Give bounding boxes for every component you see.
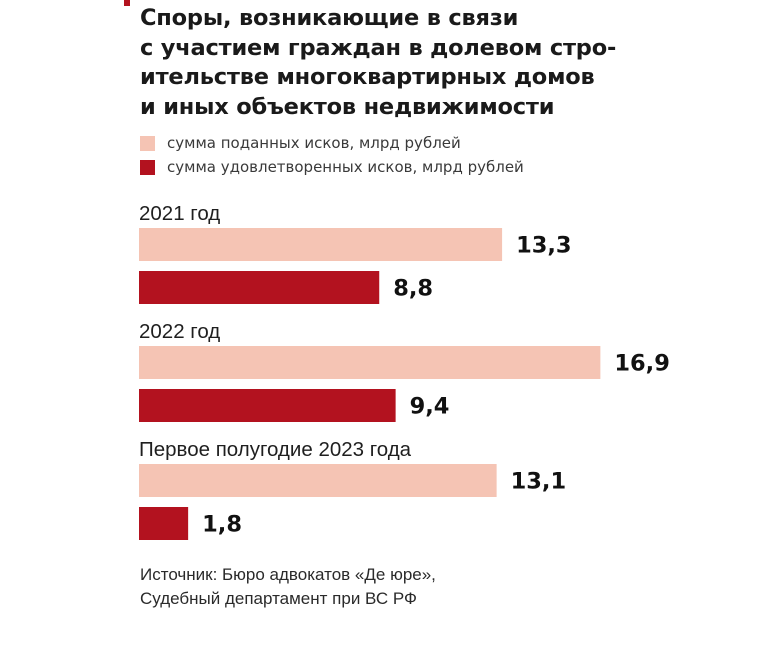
value-label-filed: 13,3 [516,233,572,259]
legend-item-filed: сумма поданных исков, млрд рублей [140,131,524,155]
value-label-satisfied: 9,4 [410,394,450,420]
source-note: Источник: Бюро адвокатов «Де юре», Судеб… [140,565,436,608]
legend-swatch-satisfied [140,159,155,175]
value-label-satisfied: 8,8 [393,276,433,302]
value-label-satisfied: 1,8 [202,512,242,538]
corner-accent-mark [124,0,130,6]
legend: сумма поданных исков, млрд рублей сумма … [140,131,524,179]
bar-filed [139,464,497,497]
legend-item-satisfied: сумма удовлетворенных исков, млрд рублей [140,155,524,179]
bar-filed [139,346,601,379]
category-label: 2022 год [139,320,220,343]
bar-satisfied [139,389,396,422]
bar-satisfied [139,271,380,304]
category-label: Первое полугодие 2023 года [139,438,412,461]
chart-title: Споры, возникающие в связи с участием гр… [140,5,617,120]
category-label: 2021 год [139,202,220,225]
bar-filed [139,228,503,261]
bar-satisfied [139,507,189,540]
value-label-filed: 16,9 [614,351,670,377]
legend-label-filed: сумма поданных исков, млрд рублей [167,134,461,152]
value-label-filed: 13,1 [511,469,567,495]
legend-swatch-filed [140,135,155,151]
legend-label-satisfied: сумма удовлетворенных исков, млрд рублей [167,158,524,176]
